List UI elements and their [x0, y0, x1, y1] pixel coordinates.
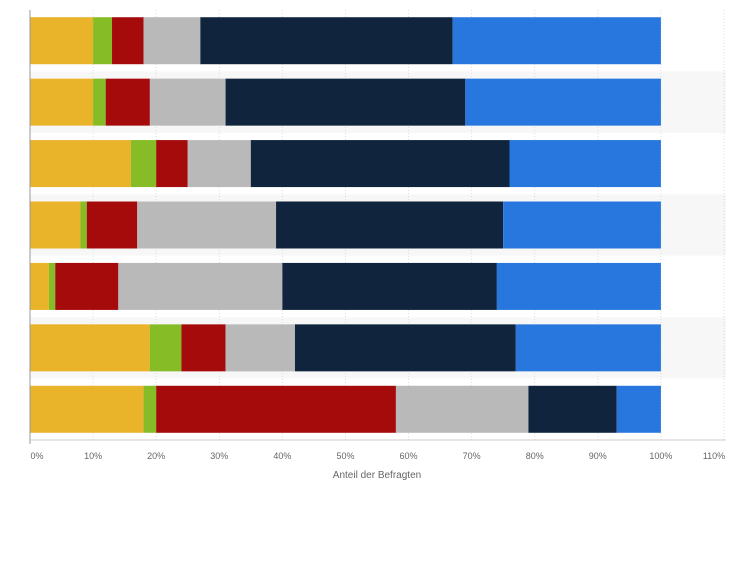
bar-segment	[55, 262, 119, 310]
bar-segment	[276, 201, 504, 249]
bar-segment	[143, 17, 201, 65]
bar-segment	[30, 78, 94, 126]
bar-segment	[93, 78, 106, 126]
bar-segment	[149, 324, 182, 372]
bar-segment	[30, 262, 49, 310]
x-tick-label: 40%	[273, 451, 291, 461]
bar-segment	[465, 78, 661, 126]
x-tick-label: 60%	[400, 451, 418, 461]
bar-segment	[30, 140, 131, 188]
x-tick-label: 100%	[649, 451, 672, 461]
bar-segment	[181, 324, 226, 372]
bar-segment	[137, 201, 277, 249]
bar-segment	[30, 201, 81, 249]
bar-segment	[30, 17, 94, 65]
bars	[30, 17, 661, 433]
bar-segment	[156, 385, 396, 433]
bar-segment	[86, 201, 138, 249]
bar-segment	[496, 262, 661, 310]
bar-segment	[112, 17, 144, 65]
x-tick-labels: 0% 10% 20% 30% 40% 50% 60% 70% 80% 90% 100% 110%	[30, 451, 725, 461]
x-tick-label: 90%	[589, 451, 607, 461]
x-tick-label: 50%	[336, 451, 354, 461]
bar-segment	[118, 262, 283, 310]
bar-segment	[130, 140, 157, 188]
x-tick-label: 30%	[210, 451, 228, 461]
bar-segment	[156, 140, 188, 188]
bar-segment	[616, 385, 661, 433]
bar-segment	[509, 140, 661, 188]
bar-segment	[515, 324, 661, 372]
bar-segment	[282, 262, 497, 310]
axes	[29, 10, 726, 444]
x-tick-label: 80%	[526, 451, 544, 461]
bar-segment	[503, 201, 661, 249]
x-tick-label: 20%	[147, 451, 165, 461]
bar-segment	[452, 17, 661, 65]
x-tick-label: 0%	[30, 451, 43, 461]
bar-segment	[30, 385, 144, 433]
bar-segment	[149, 78, 226, 126]
bar-segment	[225, 324, 295, 372]
x-tick-label: 70%	[463, 451, 481, 461]
bar-segment	[30, 324, 150, 372]
x-tick-label: 10%	[84, 451, 102, 461]
bar-segment	[528, 385, 617, 433]
bar-segment	[225, 78, 466, 126]
x-tick-label: 110%	[703, 451, 725, 461]
bar-segment	[143, 385, 157, 433]
bar-segment	[250, 140, 510, 188]
bar-segment	[294, 324, 516, 372]
bar-segment	[395, 385, 529, 433]
bar-segment	[187, 140, 251, 188]
bar-segment	[200, 17, 453, 65]
bar-segment	[80, 201, 87, 249]
bar-segment	[105, 78, 150, 126]
bar-segment	[48, 262, 56, 310]
x-axis-label: Anteil der Befragten	[333, 470, 421, 481]
bar-segment	[93, 17, 113, 65]
